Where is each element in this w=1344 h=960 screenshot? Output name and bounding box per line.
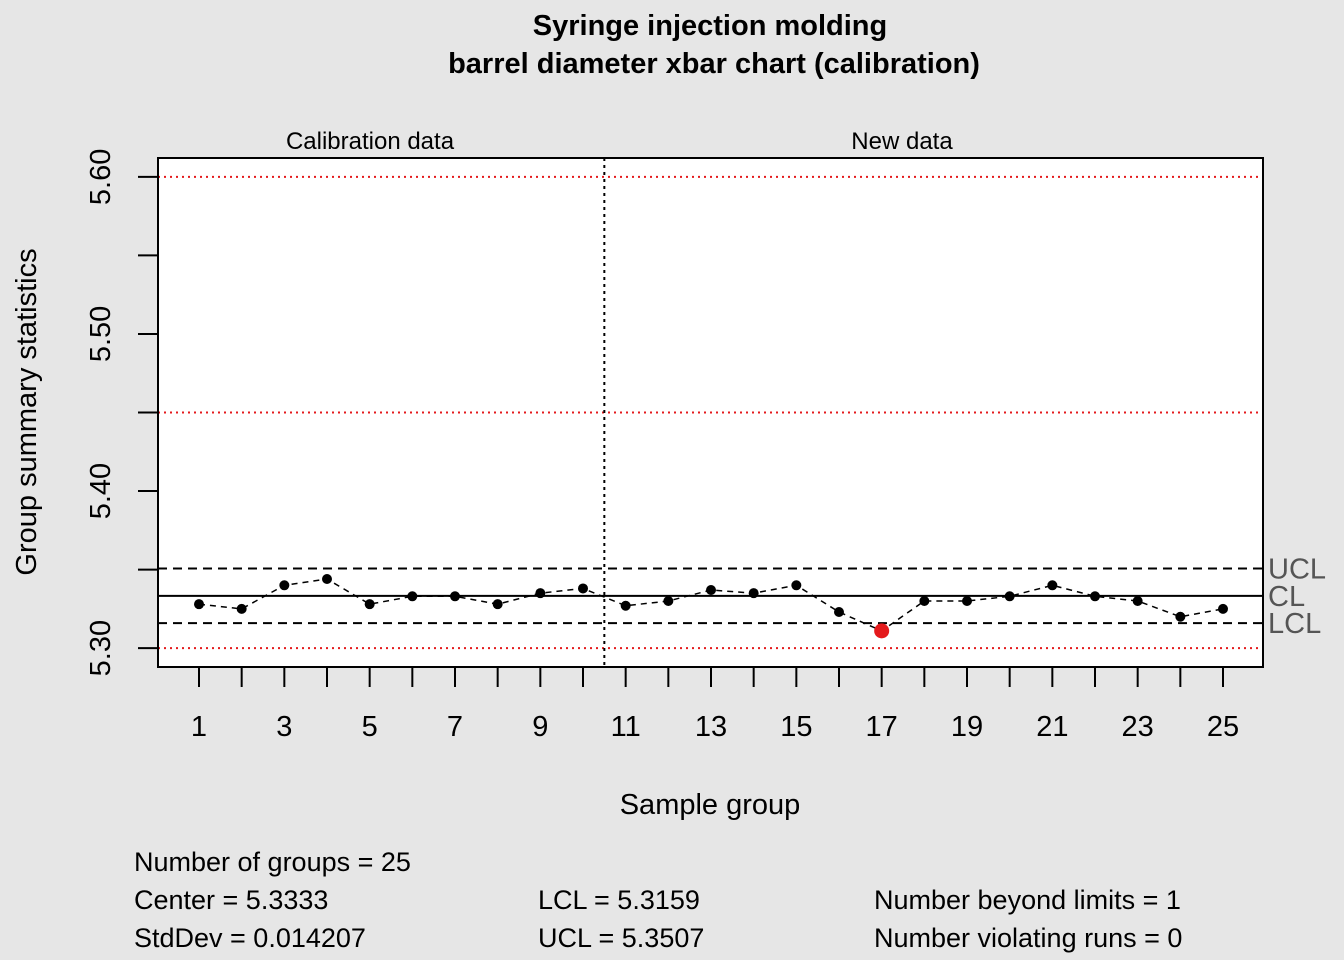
data-point-20 [1004, 591, 1015, 602]
data-point-3 [279, 580, 290, 591]
data-point-12 [663, 596, 674, 607]
stat-ucl: UCL = 5.3507 [538, 923, 705, 953]
cl-label: CL [1268, 581, 1305, 613]
section-label-calibration: Calibration data [286, 128, 455, 155]
chart-title-line1: Syringe injection molding [533, 10, 887, 42]
data-point-19 [962, 596, 973, 607]
data-point-10 [578, 583, 589, 594]
data-point-9 [535, 588, 546, 599]
data-point-4 [322, 574, 333, 585]
data-point-23 [1132, 596, 1143, 607]
y-tick-label-3: 5.60 [85, 149, 117, 205]
section-label-new: New data [851, 128, 953, 155]
data-point-5 [364, 599, 375, 610]
y-tick-label-1: 5.40 [85, 463, 117, 519]
x-tick-label-9: 9 [532, 711, 548, 743]
data-point-21 [1047, 580, 1058, 591]
lcl-label: LCL [1268, 608, 1321, 640]
x-tick-label-15: 15 [780, 711, 812, 743]
y-tick-label-2: 5.50 [85, 306, 117, 362]
data-point-15 [791, 580, 802, 591]
x-tick-label-23: 23 [1122, 711, 1154, 743]
data-point-1 [194, 599, 204, 610]
x-tick-label-5: 5 [362, 711, 378, 743]
x-axis-label: Sample group [620, 789, 801, 821]
stat-stddev: StdDev = 0.014207 [134, 923, 366, 953]
data-point-22 [1090, 591, 1101, 602]
x-tick-label-21: 21 [1036, 711, 1068, 743]
chart-title-line2: barrel diameter xbar chart (calibration) [448, 48, 980, 80]
x-tick-label-17: 17 [866, 711, 898, 743]
data-point-25 [1218, 603, 1229, 614]
data-point-2 [236, 603, 247, 614]
x-tick-label-7: 7 [447, 711, 463, 743]
data-point-13 [706, 585, 717, 596]
data-point-17 [874, 623, 890, 639]
data-point-14 [748, 588, 759, 599]
x-tick-label-11: 11 [611, 711, 641, 743]
y-tick-label-0: 5.30 [85, 620, 117, 676]
x-tick-label-3: 3 [276, 711, 292, 743]
data-point-7 [450, 591, 461, 602]
x-tick-label-19: 19 [951, 711, 983, 743]
stat-center: Center = 5.3333 [134, 885, 329, 915]
data-point-24 [1175, 611, 1186, 622]
stat-groups: Number of groups = 25 [134, 847, 411, 877]
stat-lcl: LCL = 5.3159 [538, 885, 700, 915]
x-tick-label-1: 1 [191, 711, 207, 743]
ucl-label: UCL [1268, 553, 1326, 585]
data-point-18 [919, 596, 930, 607]
xbar-chart: Syringe injection molding barrel diamete… [11, 10, 1326, 821]
stat-beyond-limits: Number beyond limits = 1 [874, 885, 1181, 915]
y-axis-label: Group summary statistics [11, 248, 43, 575]
x-tick-label-25: 25 [1207, 711, 1239, 743]
data-point-16 [834, 607, 845, 618]
data-point-6 [407, 591, 418, 602]
x-tick-label-13: 13 [695, 711, 727, 743]
data-point-11 [620, 600, 631, 611]
data-point-8 [492, 599, 503, 610]
stat-violating-runs: Number violating runs = 0 [874, 923, 1183, 953]
